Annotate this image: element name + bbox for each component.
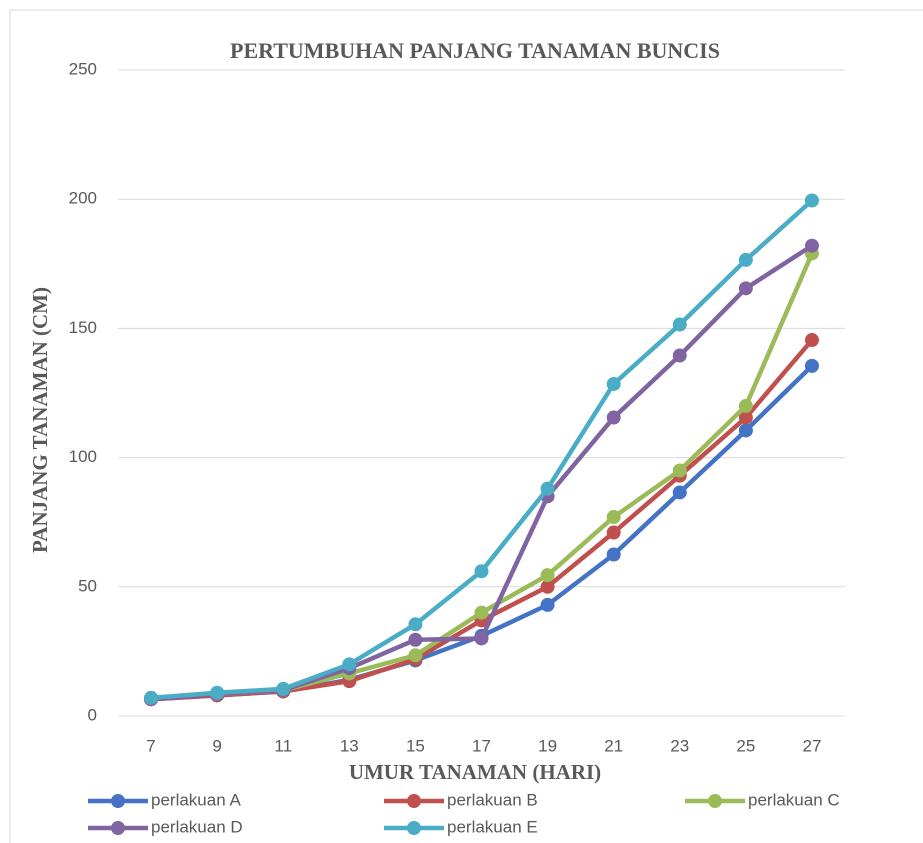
marker xyxy=(606,525,621,540)
marker xyxy=(804,193,819,208)
x-tick-label: 7 xyxy=(146,736,155,755)
marker xyxy=(672,485,687,500)
marker xyxy=(606,510,621,525)
x-axis-label: UMUR TANAMAN (HARI) xyxy=(349,760,601,784)
marker xyxy=(276,681,291,696)
legend-marker xyxy=(708,794,722,808)
legend-marker xyxy=(111,794,125,808)
x-tick-label: 25 xyxy=(736,736,755,755)
x-tick-label: 15 xyxy=(406,736,425,755)
marker xyxy=(738,423,753,438)
x-tick-label: 27 xyxy=(802,736,821,755)
marker xyxy=(738,252,753,267)
y-tick-label: 200 xyxy=(69,189,97,208)
y-tick-label: 150 xyxy=(69,318,97,337)
marker xyxy=(738,281,753,296)
marker xyxy=(474,564,489,579)
marker xyxy=(540,568,555,583)
marker xyxy=(144,690,159,705)
marker xyxy=(540,481,555,496)
marker xyxy=(408,632,423,647)
legend-marker xyxy=(111,821,125,835)
marker xyxy=(540,597,555,612)
legend-label: perlakuan E xyxy=(447,817,538,836)
legend-marker xyxy=(407,821,421,835)
legend-label: perlakuan B xyxy=(447,790,538,809)
marker xyxy=(804,333,819,348)
x-tick-label: 19 xyxy=(538,736,557,755)
marker xyxy=(606,547,621,562)
y-tick-label: 0 xyxy=(88,705,97,724)
x-tick-label: 11 xyxy=(274,736,292,755)
x-tick-label: 21 xyxy=(604,736,623,755)
y-tick-label: 100 xyxy=(69,447,97,466)
legend-label: perlakuan A xyxy=(151,790,241,809)
y-axis-label: PANJANG TANAMAN (CM) xyxy=(28,287,52,553)
marker xyxy=(804,238,819,253)
marker xyxy=(672,463,687,478)
marker xyxy=(474,605,489,620)
marker xyxy=(408,648,423,663)
marker xyxy=(342,657,357,672)
x-tick-label: 17 xyxy=(472,736,491,755)
marker xyxy=(672,317,687,332)
chart-title: PERTUMBUHAN PANJANG TANAMAN BUNCIS xyxy=(230,38,720,63)
marker xyxy=(408,617,423,632)
legend-marker xyxy=(407,794,421,808)
marker xyxy=(606,410,621,425)
marker xyxy=(738,398,753,413)
legend-label: perlakuan C xyxy=(748,790,840,809)
marker xyxy=(540,579,555,594)
marker xyxy=(474,631,489,646)
series-line xyxy=(150,364,814,702)
marker xyxy=(672,348,687,363)
x-tick-label: 9 xyxy=(212,736,221,755)
y-tick-label: 50 xyxy=(78,576,97,595)
x-tick-label: 23 xyxy=(670,736,689,755)
y-tick-label: 250 xyxy=(69,59,97,78)
marker xyxy=(738,410,753,425)
x-tick-label: 13 xyxy=(340,736,359,755)
legend-label: perlakuan D xyxy=(151,817,243,836)
chart-frame xyxy=(9,9,923,843)
marker xyxy=(804,358,819,373)
marker xyxy=(210,685,225,700)
marker xyxy=(606,376,621,391)
